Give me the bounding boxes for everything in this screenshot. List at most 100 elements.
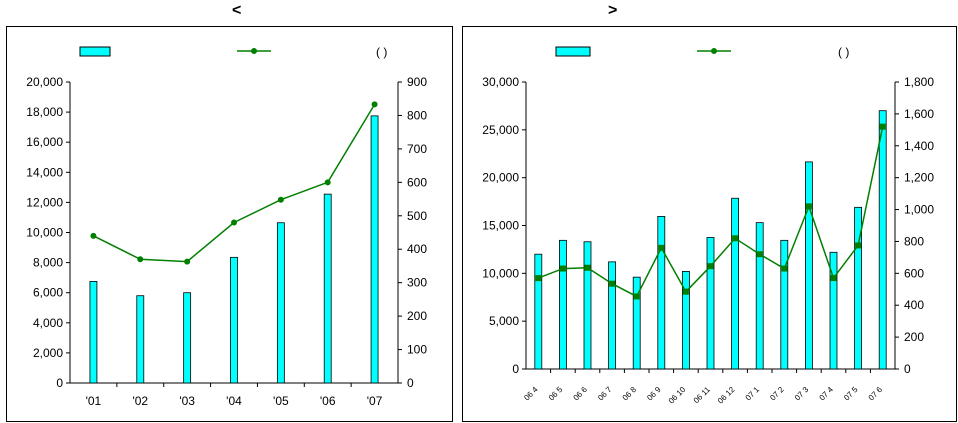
- right-line-marker: [682, 288, 689, 295]
- right-y-tick-label: 20,000: [482, 171, 519, 185]
- right-bar: [534, 253, 543, 370]
- right-line-marker: [781, 265, 788, 272]
- right-x-tick-label: 07 1: [744, 385, 762, 403]
- left-y-tick-label: 10,000: [26, 226, 63, 240]
- right-y-tick-label: 5,000: [489, 314, 519, 328]
- right-x-tick-label: 06 6: [572, 385, 590, 403]
- left-y-tick-label: 6,000: [33, 286, 63, 300]
- right-y2-tick-label: 0: [904, 362, 911, 376]
- right-y2-tick-label: 1,200: [904, 171, 934, 185]
- right-x-tick-label: 06 8: [621, 385, 639, 403]
- left-y2-tick-label: 800: [407, 108, 427, 122]
- right-line-marker: [830, 275, 837, 282]
- left-line-marker: [90, 232, 97, 239]
- left-y2-tick-label: 400: [407, 242, 427, 256]
- right-x-tick-label: 06 4: [522, 385, 540, 403]
- left-y-tick-label: 16,000: [26, 135, 63, 149]
- left-y2-tick-label: 200: [407, 309, 427, 323]
- right-line-marker: [732, 235, 739, 242]
- left-bar: [89, 281, 98, 384]
- left-chart: 0 2,000 4,000 6,000 8,000 10,000 12,000 14,000 1…: [26, 75, 427, 408]
- right-x-tick-label: 06 5: [547, 385, 565, 403]
- left-bar: [323, 193, 332, 384]
- left-y-tick-label: 4,000: [33, 316, 63, 330]
- right-x-tick-label: 06 7: [596, 385, 614, 403]
- right-line-marker: [584, 264, 591, 271]
- right-bar: [731, 197, 739, 370]
- left-line-series: [93, 104, 376, 263]
- left-y-tick-label: 8,000: [33, 256, 63, 270]
- right-bar: [657, 216, 666, 370]
- right-y2-tick-label: 600: [904, 266, 924, 280]
- right-bar: [632, 276, 641, 370]
- left-y2-tick-label: 600: [407, 175, 427, 189]
- left-line-marker: [324, 179, 331, 186]
- right-x-tick-label: 07 4: [818, 385, 836, 403]
- left-bar: [370, 115, 379, 384]
- right-y2-tick-label: 1,600: [904, 107, 934, 121]
- right-x-tick-label: 07 2: [768, 385, 786, 403]
- right-y2-tick-label: 1,400: [904, 139, 934, 153]
- left-legend-line-marker: [251, 48, 257, 54]
- left-x-tick-label: '05: [273, 394, 289, 408]
- right-line-marker: [805, 203, 812, 210]
- right-y-tick-label: 30,000: [482, 75, 519, 89]
- left-x-tick-label: '02: [132, 394, 148, 408]
- right-x-tick-label: 07 3: [793, 385, 811, 403]
- right-bar: [559, 239, 567, 370]
- right-x-tick-label: 06 9: [645, 385, 663, 403]
- right-legend-bar-swatch: [555, 46, 591, 57]
- right-line-marker: [756, 251, 763, 258]
- right-y-tick-label: 0: [512, 362, 519, 376]
- right-line-marker: [559, 265, 566, 272]
- right-bar: [780, 239, 789, 370]
- right-x-tick-label: 06 12: [716, 385, 737, 406]
- left-y-tick-label: 0: [56, 376, 63, 390]
- left-y-tick-label: 14,000: [26, 165, 63, 179]
- right-x-tick-label: 07 6: [867, 385, 885, 403]
- left-legend-bar-swatch: [79, 46, 111, 57]
- right-line-marker: [658, 244, 665, 251]
- right-bar: [608, 261, 616, 370]
- left-line-marker: [371, 101, 378, 108]
- right-legend-paren: ( ): [838, 45, 849, 59]
- left-line-marker: [137, 256, 144, 263]
- right-y-tick-label: 15,000: [482, 219, 519, 233]
- left-y2-tick-label: 900: [407, 75, 427, 89]
- right-y-tick-label: 10,000: [482, 266, 519, 280]
- right-bar: [755, 222, 764, 370]
- left-x-tick-label: '06: [320, 394, 336, 408]
- left-x-tick-label: '04: [226, 394, 242, 408]
- left-bar: [230, 256, 238, 384]
- right-y-tick-label: 25,000: [482, 123, 519, 137]
- left-y-tick-label: 2,000: [33, 346, 63, 360]
- left-x-tick-label: '07: [367, 394, 383, 408]
- right-line-marker: [633, 293, 640, 300]
- left-bar: [136, 295, 145, 384]
- right-y2-tick-label: 1,800: [904, 75, 934, 89]
- left-x-tick-label: '03: [179, 394, 195, 408]
- right-y2-tick-label: 400: [904, 298, 924, 312]
- right-line-marker: [855, 242, 862, 249]
- right-x-tick-label: 06 10: [667, 385, 688, 406]
- left-bar: [276, 222, 285, 384]
- left-y2-tick-label: 0: [407, 376, 414, 390]
- right-line-marker: [879, 123, 886, 130]
- left-y2-tick-label: 300: [407, 276, 427, 290]
- left-chart-frame: [6, 26, 453, 422]
- right-line-marker: [535, 275, 542, 282]
- right-y2-tick-label: 200: [904, 330, 924, 344]
- right-line-marker: [707, 263, 714, 270]
- left-legend-paren: ( ): [376, 45, 387, 59]
- right-bar: [878, 110, 887, 370]
- left-line-marker: [277, 196, 284, 203]
- right-x-tick-label: 06 11: [692, 385, 712, 405]
- left-x-tick-label: '01: [86, 394, 102, 408]
- left-y2-tick-label: 500: [407, 209, 427, 223]
- right-chart-frame: [462, 26, 957, 422]
- left-y-tick-label: 18,000: [26, 105, 63, 119]
- right-chart-heading: >: [608, 2, 618, 19]
- left-bar: [183, 292, 192, 384]
- right-bar: [682, 271, 690, 370]
